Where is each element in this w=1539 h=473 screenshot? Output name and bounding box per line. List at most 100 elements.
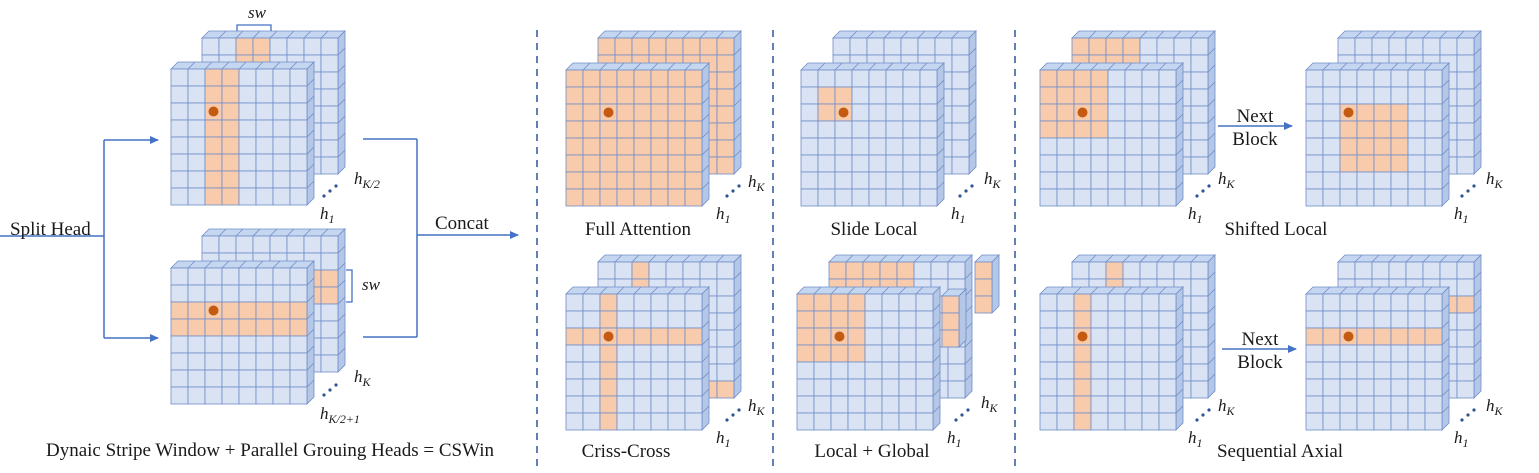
highlight-cell: [1073, 310, 1092, 329]
ellipsis-dot: [954, 418, 958, 422]
grid-cell: [170, 136, 189, 155]
grid-top-line: [218, 30, 227, 39]
grid-side-line: [1175, 96, 1184, 105]
local-global-front: [796, 286, 941, 431]
grid-cell: [915, 293, 934, 312]
grid-cell: [885, 154, 904, 173]
ellipsis-dot: [737, 184, 741, 188]
highlight-cell: [684, 327, 703, 346]
highlight-cell: [1056, 86, 1075, 105]
highlight-cell: [582, 327, 601, 346]
grid-cell: [830, 361, 849, 380]
highlight-cell: [796, 344, 815, 363]
grid-cell: [1071, 261, 1090, 280]
global-token-strip-2: [974, 254, 1000, 314]
grid-cell: [900, 37, 919, 56]
grid-cell: [1039, 154, 1058, 173]
highlight-cell: [582, 86, 601, 105]
grid-cell: [272, 284, 291, 303]
grid-cell: [1373, 310, 1392, 329]
grid-cell: [1305, 154, 1324, 173]
grid-top-line: [272, 61, 281, 70]
grid-cell: [1322, 154, 1341, 173]
grid-cell: [1124, 310, 1143, 329]
highlight-cell: [716, 88, 735, 107]
grid-cell: [915, 378, 934, 397]
grid-top-line: [1156, 30, 1165, 39]
grid-cell: [951, 122, 970, 141]
highlight-cell: [1105, 37, 1124, 56]
grid-cell: [851, 154, 870, 173]
grid-side-line: [1207, 98, 1216, 107]
grid-cell: [1090, 188, 1109, 207]
grid-cell: [320, 354, 339, 373]
highlight-cell: [221, 119, 240, 138]
grid-side-line: [932, 337, 941, 346]
ellipsis-dot: [1460, 194, 1464, 198]
highlight-cell: [1071, 37, 1090, 56]
grid-cell: [1090, 154, 1109, 173]
grid-cell: [1124, 412, 1143, 431]
grid-cell: [885, 69, 904, 88]
grid-cell: [1339, 412, 1358, 431]
grid-top-line: [665, 254, 674, 263]
grid-cell: [1422, 261, 1441, 280]
grid-cell: [633, 378, 652, 397]
highlight-cell: [582, 137, 601, 156]
grid-cell: [1424, 103, 1443, 122]
grid-cell: [1373, 171, 1392, 190]
head-label-hK-h: hK: [1218, 396, 1236, 418]
grid-cell: [633, 344, 652, 363]
grid-side-line: [968, 47, 977, 56]
highlight-cell: [289, 301, 308, 320]
highlight-cell: [633, 137, 652, 156]
grid-top-line: [1105, 30, 1114, 39]
highlight-cell: [582, 188, 601, 207]
head-label-hK-c: hK: [748, 396, 766, 418]
grid-cell: [881, 378, 900, 397]
highlight-cell: [616, 327, 635, 346]
ellipsis-dot: [1207, 408, 1211, 412]
grid-side-line: [1207, 132, 1216, 141]
grid-side-line: [701, 164, 710, 173]
grid-top-line: [1390, 286, 1399, 295]
grid-top-line: [650, 286, 659, 295]
highlight-cell: [599, 395, 618, 414]
query-dot: [208, 106, 219, 117]
grid-cell: [817, 69, 836, 88]
grid-cell: [204, 352, 223, 371]
grid-cell: [1356, 171, 1375, 190]
grid-cell: [1456, 363, 1475, 382]
head-label-hK2: hK/2: [354, 169, 380, 191]
grid-cell: [1158, 120, 1177, 139]
grid-cell: [633, 361, 652, 380]
highlight-cell: [1056, 120, 1075, 139]
grid-cell: [1190, 278, 1209, 297]
grid-side-line: [968, 81, 977, 90]
head-label-hK-a: hK: [354, 367, 372, 389]
highlight-cell: [599, 344, 618, 363]
grid-cell: [881, 344, 900, 363]
grid-cell: [1456, 278, 1475, 297]
grid-cell: [667, 310, 686, 329]
highlight-cell: [1390, 103, 1409, 122]
grid-top-line: [255, 260, 264, 269]
grid-side-line: [1441, 79, 1450, 88]
grid-cell: [204, 284, 223, 303]
next-block-label-2-line-2: Block: [1237, 352, 1283, 373]
grid-cell: [919, 188, 938, 207]
grid-cell: [582, 310, 601, 329]
grid-top-line: [631, 254, 640, 263]
grid-top-line: [1073, 286, 1082, 295]
grid-cell: [187, 85, 206, 104]
grid-side-line: [337, 347, 346, 356]
attention-grids: [170, 30, 1482, 431]
highlight-cell: [847, 344, 866, 363]
grid-cell: [320, 337, 339, 356]
grid-side-line: [733, 271, 742, 280]
grid-cell: [1322, 310, 1341, 329]
grid-cell: [813, 361, 832, 380]
ellipsis-dot: [964, 189, 968, 193]
highlight-cell: [599, 188, 618, 207]
